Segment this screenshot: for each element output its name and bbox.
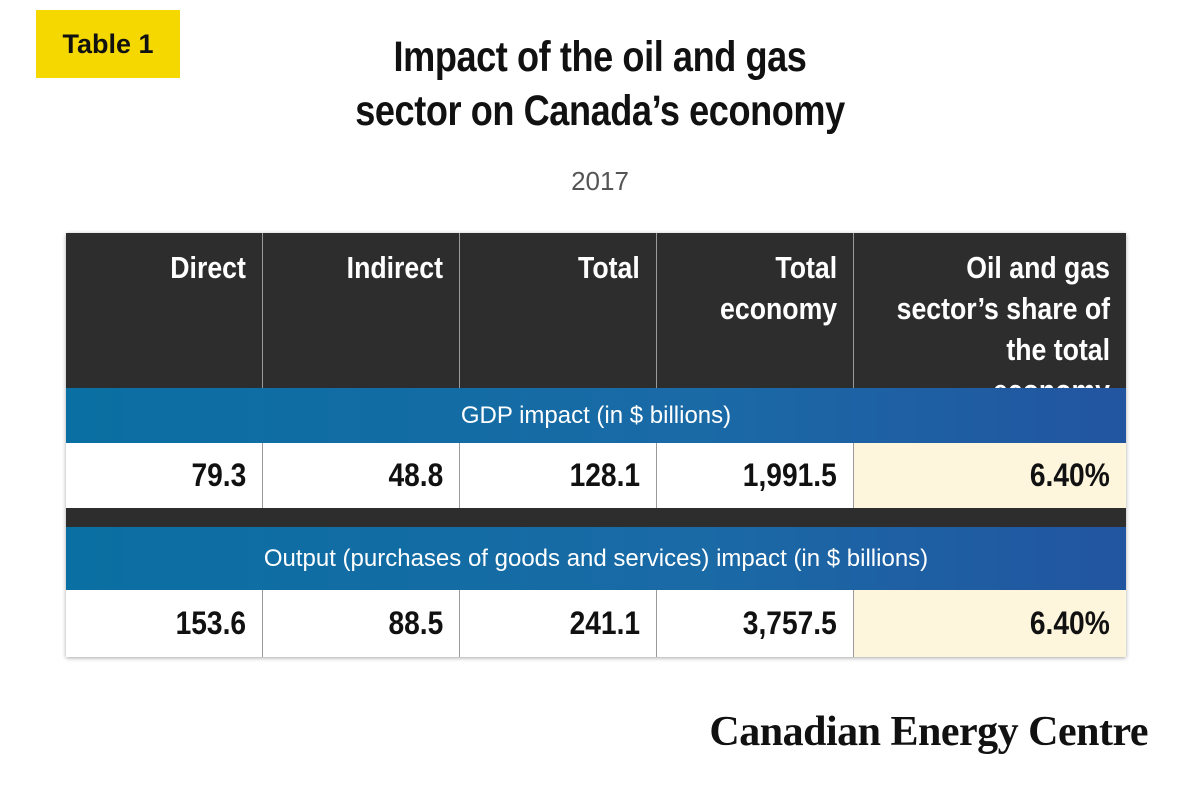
section-divider <box>66 508 1126 527</box>
section-band-output: Output (purchases of goods and services)… <box>66 527 1126 590</box>
column-header-total: Total <box>460 233 657 388</box>
brand-logo-text: Canadian Energy Centre <box>709 709 1148 755</box>
table-cell-output-indirect: 88.5 <box>263 590 460 657</box>
table-cell-gdp-indirect: 48.8 <box>263 443 460 508</box>
table-cell-gdp-direct: 79.3 <box>66 443 263 508</box>
table-cell-output-direct: 153.6 <box>66 590 263 657</box>
column-header-direct: Direct <box>66 233 263 388</box>
table-badge: Table 1 <box>36 10 180 78</box>
impact-table: Direct Indirect Total Total economy Oil … <box>66 233 1126 657</box>
chart-title: Impact of the oil and gas sector on Cana… <box>298 30 903 138</box>
table-row-gdp: 79.3 48.8 128.1 1,991.5 6.40% <box>66 443 1126 508</box>
column-header-share: Oil and gas sector’s share of the total … <box>896 250 1110 408</box>
column-header-indirect: Indirect <box>263 233 460 388</box>
chart-subtitle: 2017 <box>571 166 629 196</box>
table-badge-label: Table 1 <box>62 28 154 59</box>
chart-title-line-1: Impact of the oil and gas <box>393 33 807 81</box>
table-header-row: Direct Indirect Total Total economy Oil … <box>66 233 1126 408</box>
section-band-gdp: GDP impact (in $ billions) <box>66 388 1126 443</box>
table-cell-output-total: 241.1 <box>460 590 657 657</box>
table-cell-output-share: 6.40% <box>854 590 1126 657</box>
table-cell-gdp-total: 128.1 <box>460 443 657 508</box>
chart-title-line-2: sector on Canada’s economy <box>355 87 845 135</box>
table-cell-output-total-economy: 3,757.5 <box>657 590 854 657</box>
table-row-output: 153.6 88.5 241.1 3,757.5 6.40% <box>66 590 1126 657</box>
table-cell-gdp-total-economy: 1,991.5 <box>657 443 854 508</box>
table-cell-gdp-share: 6.40% <box>854 443 1126 508</box>
column-header-total-economy: Total economy <box>657 233 854 388</box>
